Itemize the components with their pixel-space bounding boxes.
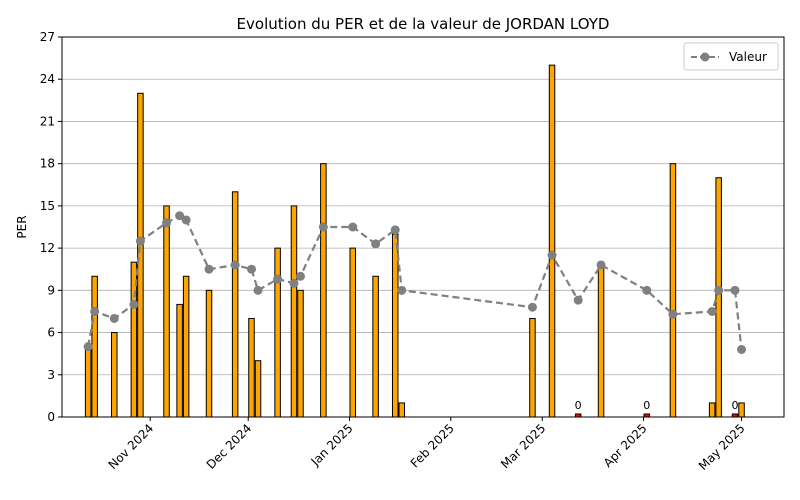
value-point [181,215,191,225]
y-axis: 0 3 6 9 12 15 18 21 24 27 [40,30,62,424]
value-point [642,285,652,295]
y-tick-label: 18 [40,157,55,171]
per-bar [715,177,722,418]
per-bar [529,317,536,418]
bar-zero-label: 0 [731,399,738,412]
value-point [527,302,537,312]
value-line [87,214,743,350]
value-point [596,260,606,270]
value-point [397,285,407,295]
value-point [204,264,214,274]
per-bar [290,205,298,418]
legend-marker [700,52,710,62]
value-point [318,222,328,232]
per-bar [548,64,556,418]
legend-entry-valeur: Valeur [729,50,767,64]
value-point [129,299,139,309]
value-point [135,236,145,246]
bar-value-labels: 0 0 0 [575,399,739,412]
value-point [83,342,93,352]
per-bar [84,346,92,418]
value-point [348,222,358,232]
per-bar [111,332,118,418]
value-point [668,309,678,319]
per-bar [372,275,379,418]
value-point [246,264,256,274]
plot-frame [61,36,785,418]
value-point [371,239,381,249]
legend-box [683,42,779,71]
value-point [289,278,299,288]
value-point [273,274,283,284]
per-bar [320,163,327,418]
value-point [90,306,100,316]
y-tick-label: 27 [40,30,55,44]
per-bar [274,247,281,418]
bar-zero-label: 0 [575,399,582,412]
per-bar [349,247,357,418]
per-bar [176,303,183,418]
per-bar [254,360,262,418]
per-bar [669,163,677,418]
y-tick-label: 9 [47,283,55,297]
y-axis-label: PER [15,215,29,238]
value-point [573,295,583,305]
y-tick-label: 0 [47,410,55,424]
per-bar [182,275,190,418]
value-point [175,211,185,221]
value-point [707,306,717,316]
value-point [737,344,747,354]
value-point [230,260,240,270]
per-bars [84,64,745,418]
per-bar [391,233,399,418]
per-bar [398,402,406,418]
per-bar [163,205,170,418]
y-tick-label: 21 [40,114,55,128]
per-bar [248,317,255,418]
per-bar [91,275,98,418]
bar-zero-label: 0 [643,399,650,412]
value-point [730,285,740,295]
per-bar [231,191,239,418]
chart-title: Evolution du PER et de la valeur de JORD… [237,15,610,33]
value-point [547,250,557,260]
y-tick-label: 3 [47,368,55,382]
per-bar [205,289,213,418]
value-point [295,271,305,281]
y-tick-label: 6 [47,326,55,340]
y-tick-label: 12 [40,241,55,255]
per-bar [597,261,605,418]
value-point [109,313,119,323]
value-point [390,225,400,235]
legend: Valeur [683,42,779,71]
y-tick-label: 15 [40,199,55,213]
value-line-series [83,211,747,354]
per-bar [137,92,144,418]
y-tick-label: 24 [40,72,55,86]
per-bar [708,402,716,418]
per-bar [297,289,304,418]
value-point [253,285,263,295]
value-point [714,285,724,295]
per-bar [738,402,745,418]
value-point [162,218,172,228]
